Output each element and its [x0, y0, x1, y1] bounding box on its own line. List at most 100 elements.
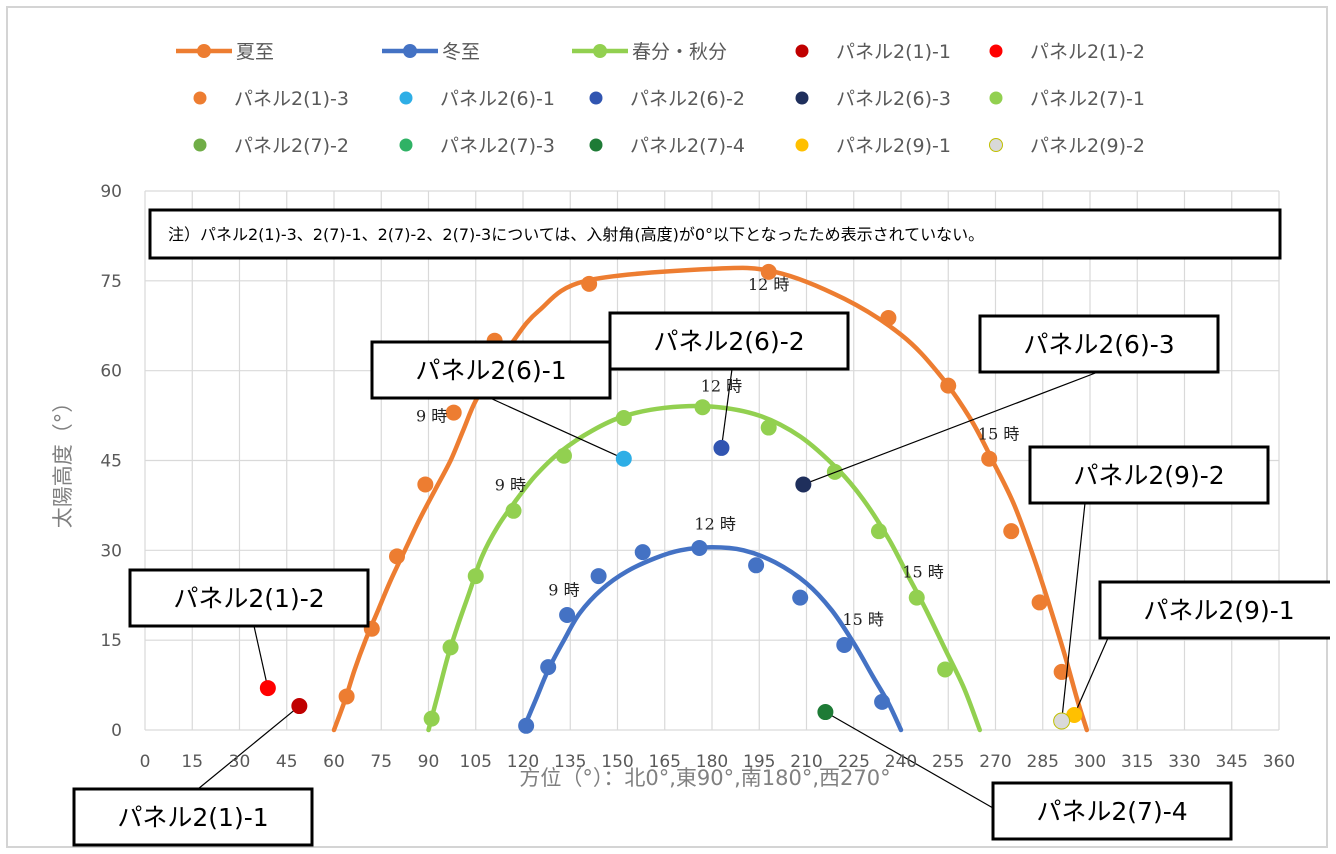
y-tick-label: 90 — [100, 182, 122, 202]
series-marker-2 — [505, 502, 522, 519]
x-tick-label: 195 — [743, 752, 775, 772]
series-marker-1 — [836, 636, 853, 653]
annotation-label: パネル2(1)-2 — [173, 584, 324, 613]
series-marker-1 — [590, 568, 607, 585]
series-marker-2 — [615, 409, 632, 426]
x-axis-title: 方位（°）：北0°,東90°,南180°,西270° — [519, 766, 890, 790]
solar-elevation-chart: 0 15 30 45 60 75 90 105 120 135 150 165 180 195 210 225… — [51, 41, 1330, 847]
x-tick-label: 300 — [1074, 752, 1106, 772]
panel-points — [259, 439, 1083, 730]
annotation-box — [1028, 445, 1270, 505]
leader-line — [803, 371, 1099, 486]
time-label: 9 時 — [495, 475, 526, 494]
annotation-boxes: パネル2(1)-1 パネル2(1)-2 パネル2(6)-1 パネル2(6)-2 パネル2… — [72, 208, 1330, 847]
y-tick-label: 15 — [100, 631, 122, 651]
series-marker-0 — [389, 548, 405, 565]
x-tick-label: 345 — [1216, 752, 1248, 772]
series-line-0 — [331, 265, 1090, 733]
annotation-box — [72, 787, 314, 847]
annotation-label: パネル2(6)-2 — [653, 327, 804, 356]
series-marker-1 — [634, 544, 651, 561]
legend-label: 夏至 — [236, 41, 274, 63]
legend-label: パネル2(6)-3 — [836, 88, 951, 110]
legend-label: パネル2(7)-4 — [630, 135, 745, 157]
series-marker-1 — [518, 717, 535, 734]
x-tick-label: 285 — [1027, 752, 1059, 772]
annotation-box — [128, 568, 370, 628]
legend-marker — [795, 138, 809, 152]
series-marker-1 — [748, 557, 765, 574]
legend-marker — [589, 138, 603, 152]
legend-marker — [795, 91, 809, 105]
legend-label: パネル2(9)-1 — [836, 135, 951, 157]
x-tick-label: 240 — [885, 752, 917, 772]
x-tick-label: 210 — [790, 752, 822, 772]
series-marker-2 — [760, 419, 777, 436]
axis-titles: 方位（°）：北0°,東90°,南180°,西270° 太陽高度（°） — [51, 392, 891, 790]
panel-point — [615, 450, 632, 467]
time-label: 12 時 — [694, 514, 735, 533]
sun-path-curves — [331, 263, 1090, 734]
panel-point — [291, 698, 308, 715]
annotation-box — [370, 340, 612, 400]
legend-label: パネル2(1)-3 — [234, 88, 349, 110]
x-tick-label: 270 — [979, 752, 1011, 772]
y-axis-title: 太陽高度（°） — [51, 392, 75, 529]
legend-label: パネル2(6)-1 — [440, 88, 555, 110]
legend-label: パネル2(7)-1 — [1030, 88, 1145, 110]
panel-point — [713, 439, 730, 456]
legend-label: 冬至 — [442, 41, 480, 63]
series-marker-1 — [691, 539, 708, 556]
x-tick-label: 105 — [460, 752, 492, 772]
series-marker-0 — [581, 275, 598, 292]
series-marker-2 — [694, 399, 711, 416]
annotation-box — [1098, 580, 1330, 640]
legend-marker — [593, 44, 607, 58]
annotation-label: パネル2(1)-1 — [117, 803, 268, 832]
legend-marker — [989, 44, 1003, 58]
series-marker-2 — [908, 589, 925, 606]
time-label: 9 時 — [548, 580, 579, 599]
x-tick-label: 180 — [696, 752, 728, 772]
legend-marker — [989, 138, 1003, 152]
legend-marker — [989, 91, 1003, 105]
series-marker-0 — [417, 476, 434, 493]
x-tick-label: 0 — [140, 752, 151, 772]
legend-marker — [197, 44, 211, 58]
time-label: 12 時 — [701, 377, 742, 396]
series-marker-1 — [792, 589, 809, 606]
annotation-label: パネル2(7)-4 — [1036, 797, 1187, 826]
legend-marker — [399, 91, 413, 105]
series-marker-0 — [445, 404, 462, 421]
series-marker-2 — [937, 661, 954, 678]
y-tick-label: 45 — [100, 452, 122, 472]
time-label: 15 時 — [902, 562, 943, 581]
legend: 夏至 冬至 春分・秋分 パネル2(1)-1 パネル2(1)-2 パネル2(1)-3 パネル2… — [176, 41, 1145, 157]
time-label: 15 時 — [978, 425, 1019, 444]
y-tick-label: 75 — [100, 272, 122, 292]
series-marker-1 — [874, 693, 891, 710]
series-marker-0 — [1053, 663, 1070, 680]
note-box — [148, 208, 1282, 260]
series-marker-1 — [540, 659, 557, 676]
time-label: 15 時 — [842, 610, 883, 629]
x-tick-label: 60 — [323, 752, 345, 772]
x-tick-label: 165 — [649, 752, 681, 772]
series-marker-2 — [555, 447, 572, 464]
annotation-box — [978, 314, 1220, 374]
annotation-label: パネル2(9)-1 — [1143, 596, 1294, 625]
leader-line — [489, 397, 625, 460]
annotation-box — [608, 311, 850, 371]
note-text: 注）パネル2(1)-3、2(7)-1、2(7)-2、2(7)-3については、入射… — [168, 225, 984, 244]
panel-point — [259, 680, 276, 697]
y-tick-label: 30 — [100, 541, 122, 561]
y-tick-label: 60 — [100, 362, 122, 382]
x-tick-label: 45 — [276, 752, 298, 772]
legend-label: パネル2(9)-2 — [1030, 135, 1145, 157]
time-labels: 9 時 12 時 15 時 9 時 12 時 15 時 9 時 12 時 15 時 — [416, 275, 1019, 629]
legend-marker — [193, 91, 207, 105]
x-tick-label: 90 — [418, 752, 440, 772]
legend-label: パネル2(1)-1 — [836, 41, 951, 63]
leader-line — [1073, 637, 1109, 716]
series-marker-0 — [760, 263, 777, 280]
